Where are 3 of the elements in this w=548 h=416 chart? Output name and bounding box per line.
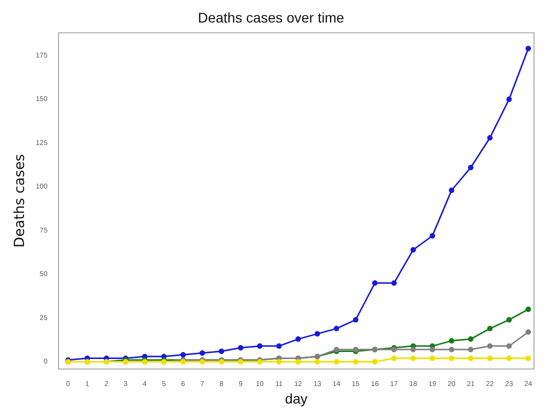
x-axis-title: day bbox=[284, 390, 308, 406]
y-axis-title: Deaths cases bbox=[12, 154, 28, 248]
chart-title: Deaths cases over time bbox=[198, 9, 344, 26]
